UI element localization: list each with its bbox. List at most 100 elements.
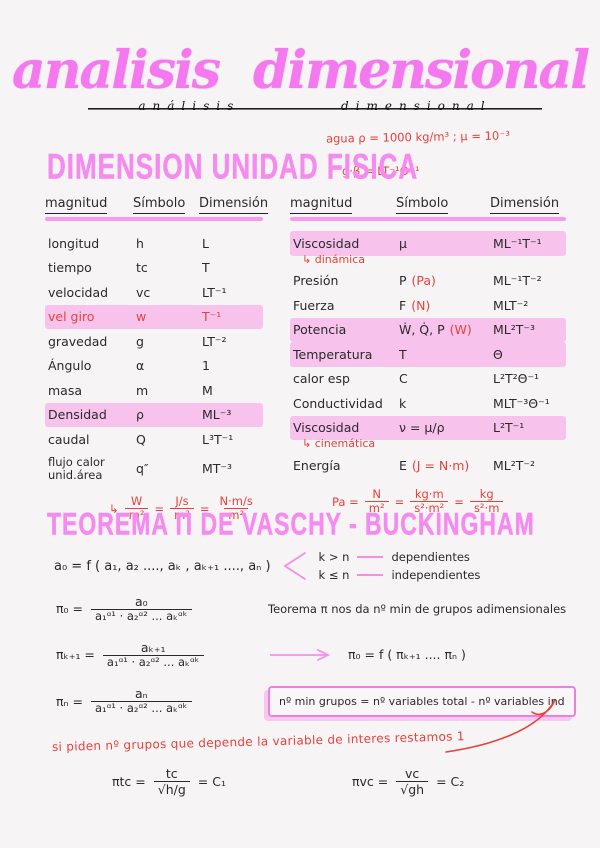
equation-rhs: = C₂ <box>436 774 465 789</box>
buckingham-main-equation: a₀ = f ( a₁, a₂ ...., aₖ , aₖ₊₁ ...., aₙ… <box>54 550 564 582</box>
pin-formula: πₙ = aₙ a₁ᵅ¹ · a₂ᵅ² ... aₖᵅᵏ <box>56 686 268 716</box>
table-row-velocidad: velocidad vc LT⁻¹ <box>45 280 263 305</box>
unit-annotation: (Pa) <box>411 273 436 289</box>
case-dependientes: k > n dependientes <box>319 550 481 564</box>
table-row-viscosidad-dinamica-highlighted: Viscosidad μ ML⁻¹T⁻¹ <box>290 231 566 256</box>
header-underline <box>290 217 566 221</box>
table-row-angulo: Ángulo α 1 <box>45 354 263 379</box>
title-overlay-word-2: dimensional <box>340 99 492 113</box>
pi-lhs: π₀ = <box>56 601 83 617</box>
table-row-calor-esp: calor esp C L²T²Θ⁻¹ <box>290 367 566 392</box>
main-equation-text: a₀ = f ( a₁, a₂ ...., aₖ , aₖ₊₁ ...., aₙ… <box>54 558 271 574</box>
table-header-row: magnitud Símbolo Dimensión <box>45 196 269 214</box>
pascal-lhs: Pa = <box>332 494 359 509</box>
column-header-magnitud: magnitud <box>290 196 353 214</box>
pi-lhs: πₖ₊₁ = <box>56 647 95 663</box>
table-row-tiempo: tiempo tc T <box>45 256 263 281</box>
cell-dimension: ML²T⁻³ <box>493 322 536 338</box>
cell-simbolo: μ <box>399 235 407 251</box>
cell-magnitud: flujo calor unid.área <box>48 454 105 482</box>
cell-magnitud: Presión <box>293 273 339 289</box>
title-word-analisis: analisis <box>12 40 221 101</box>
cell-magnitud: caudal <box>48 431 90 447</box>
cell-dimension: M <box>202 382 213 398</box>
cell-dimension: 1 <box>202 358 210 374</box>
cell-simbolo: tc <box>136 260 148 276</box>
cell-magnitud: velocidad <box>48 284 109 300</box>
cell-dimension: ML⁻¹T⁻² <box>493 273 542 289</box>
pi-groups-block: π₀ = a₀ a₁ᵅ¹ · a₂ᵅ² ... aₖᵅᵏ Teorema π no… <box>56 594 576 717</box>
cell-simbolo: C <box>399 371 408 387</box>
cinematica-annotation: ↳ cinemática <box>302 437 376 450</box>
cell-dimension: Θ <box>493 346 503 362</box>
cell-dimension: ML²T⁻² <box>493 457 536 473</box>
cell-simbolo: T <box>399 346 407 362</box>
table-row-longitud: longitud h L <box>45 231 263 256</box>
cell-dimension: LT⁻¹ <box>202 284 227 300</box>
min-groups-rule-box: nº min grupos = nº variables total - nº … <box>268 685 576 717</box>
equals-sign: = <box>394 494 405 509</box>
cell-simbolo: g <box>136 333 144 349</box>
cell-magnitud: Conductividad <box>293 395 383 411</box>
cell-magnitud: Temperatura <box>293 346 373 362</box>
title-overlay-word-1: análisis <box>138 99 241 113</box>
pi-tc-equation: πtc = tc √h/g = C₁ <box>112 766 226 797</box>
cell-magnitud: Viscosidad <box>293 420 360 436</box>
unit-annotation: (N) <box>411 297 431 313</box>
table-header-row: magnitud Símbolo Dimensión <box>290 196 566 214</box>
cell-simbolo: w <box>136 309 147 325</box>
column-header-dimension: Dimensión <box>199 196 269 214</box>
radical-sign: √ <box>400 782 409 797</box>
cell-magnitud: Potencia <box>293 322 347 338</box>
cell-simbolo: F (N) <box>399 297 431 313</box>
pik1-formula: πₖ₊₁ = aₖ₊₁ a₁ᵅ¹ · a₂ᵅ² ... aₖᵅᵏ <box>56 640 268 670</box>
cell-simbolo: ν = μ/ρ <box>399 420 445 436</box>
cell-simbolo: m <box>136 382 149 398</box>
cell-magnitud: Ángulo <box>48 358 92 374</box>
cell-dimension: ML⁻¹T⁻¹ <box>493 235 542 251</box>
cell-dimension: ML⁻³ <box>202 407 232 423</box>
cell-magnitud: gravedad <box>48 333 108 349</box>
table-row-energia: Energía E (J = N·m) ML²T⁻² <box>290 453 566 478</box>
equation-rhs: = C₁ <box>197 774 226 789</box>
cell-dimension: L²T⁻¹ <box>493 420 525 436</box>
unit-annotation: (W) <box>449 322 472 338</box>
table-row-masa: masa m M <box>45 378 263 403</box>
table-body: longitud h L tiempo tc T velocidad vc LT… <box>45 231 263 486</box>
column-header-dimension: Dimensión <box>490 196 560 214</box>
fraction: kg·m s²·m² <box>410 487 449 517</box>
table-row-temperatura-highlighted: Temperatura T Θ <box>290 342 566 367</box>
hook-arrow-icon: ↳ <box>109 501 119 516</box>
theorem-note: Teorema π nos da nº min de grupos adimen… <box>268 601 567 616</box>
dinamica-annotation: ↳ dinámica <box>302 252 366 266</box>
radicand: h/g <box>165 782 186 797</box>
cell-simbolo: k <box>399 395 407 411</box>
table-row-conductividad: Conductividad k MLT⁻³Θ⁻¹ <box>290 391 566 416</box>
table-row-densidad-highlighted: Densidad ρ ML⁻³ <box>45 402 263 427</box>
title-script: analisis dimensional <box>12 43 590 99</box>
swoosh-stroke <box>445 699 556 753</box>
case-independientes: k ≤ n independientes <box>319 568 481 582</box>
title-word-dimensional: dimensional <box>253 40 590 101</box>
unit-annotation: (J = N·m) <box>411 457 470 473</box>
section-heading-teorema-pi: TEOREMA Π DE VASCHY - BUCKINGHAM <box>47 506 535 542</box>
fraction: a₀ a₁ᵅ¹ · a₂ᵅ² ... aₖᵅᵏ <box>90 594 192 624</box>
fraction: vc √gh <box>396 766 429 797</box>
equals-sign: = <box>154 501 165 516</box>
variable-cases: k > n dependientes k ≤ n independientes <box>319 550 481 582</box>
case-condition: k ≤ n <box>318 568 350 582</box>
table-body: Viscosidad μ ML⁻¹T⁻¹ ↳ dinámica Presión … <box>290 231 566 478</box>
table-row-caudal: caudal Q L³T⁻¹ <box>45 427 263 452</box>
angle-bracket-icon <box>282 552 306 580</box>
title-overlay-strikethrough: análisis dimensional <box>88 96 542 116</box>
section-heading-dimension-unidad-fisica: DIMENSION UNIDAD FISICA <box>47 146 419 187</box>
cell-magnitud: Viscosidad <box>293 235 360 251</box>
cell-dimension: L <box>202 235 209 251</box>
header-underline <box>45 217 263 221</box>
cell-magnitud: Densidad <box>48 407 107 423</box>
connector-line <box>357 574 384 576</box>
